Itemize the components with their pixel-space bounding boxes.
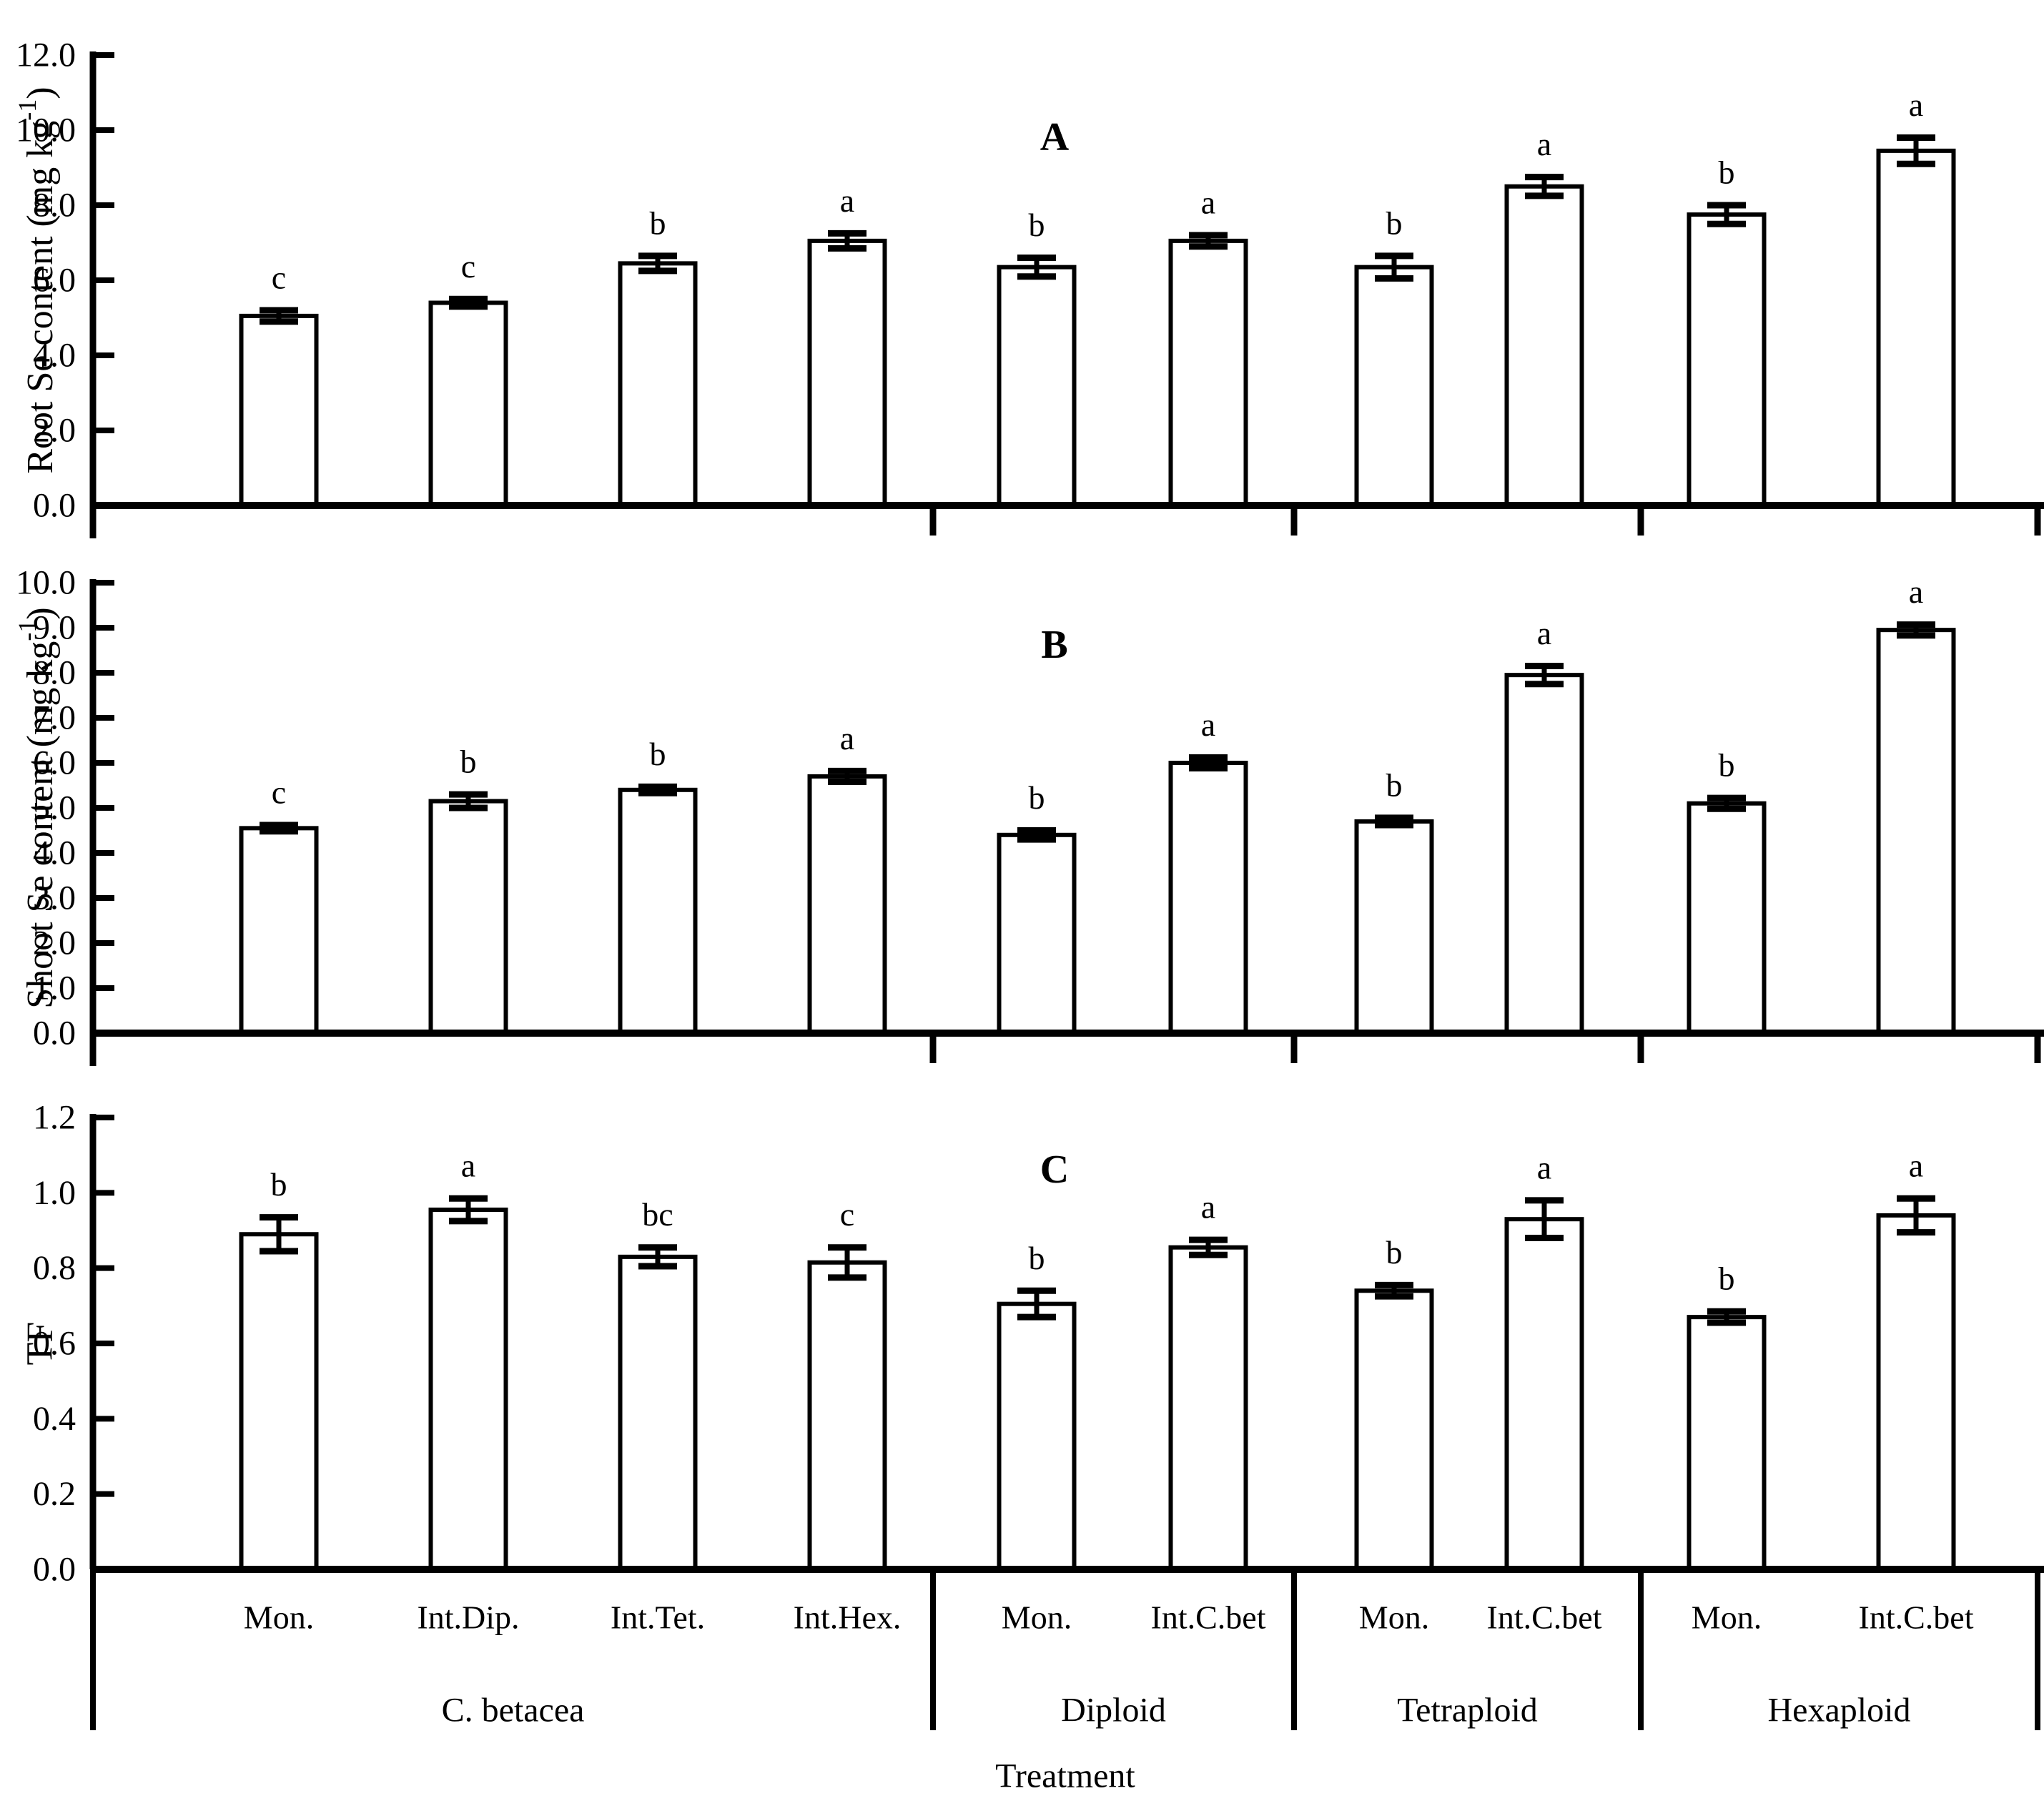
sig-letter: bc (642, 1196, 673, 1233)
sig-letter: b (650, 204, 666, 241)
sig-letter: b (1719, 154, 1735, 191)
bar (1507, 187, 1582, 505)
bar (1689, 804, 1764, 1033)
y-axis-title: Shoot Se content (mg kg-1) (13, 607, 61, 1009)
bar (1689, 1317, 1764, 1569)
bar (1171, 241, 1246, 505)
category-label: Mon. (1002, 1599, 1072, 1636)
bar (1879, 151, 1954, 505)
sig-letter: c (272, 774, 286, 810)
bar (1171, 763, 1246, 1033)
bar (1357, 267, 1432, 505)
y-axis-title: Root Se content (mg kg-1) (13, 87, 61, 473)
sig-letter: b (1029, 779, 1045, 816)
bar (810, 241, 885, 505)
bar (1171, 1248, 1246, 1569)
sig-letter: a (1909, 573, 1923, 610)
category-label: Mon. (244, 1599, 314, 1636)
sig-letter: a (1201, 1189, 1215, 1225)
group-label: Hexaploid (1768, 1692, 1911, 1730)
y-tick-label: 0.0 (33, 1551, 76, 1589)
y-tick-label: 0.0 (33, 487, 76, 525)
sig-letter: c (461, 248, 475, 285)
sig-letter: a (461, 1148, 475, 1184)
y-tick-label: 0.8 (33, 1249, 76, 1287)
x-axis-table: Mon. Int.Dip. Int.Tet. Int.Hex. Mon. Int.C.be… (93, 1569, 2038, 1795)
sig-letter: b (1386, 204, 1403, 241)
category-label: Int.Hex. (794, 1599, 902, 1636)
bar (431, 303, 506, 506)
group-label: Tetraploid (1397, 1692, 1538, 1730)
sig-letter: b (1719, 747, 1735, 784)
bar (431, 1210, 506, 1569)
panel-label: A (1040, 115, 1070, 159)
y-tick-label: 1.0 (33, 1174, 76, 1212)
sig-letter: b (650, 736, 666, 772)
bar (1879, 630, 1954, 1033)
y-tick-label: 0.0 (33, 1015, 76, 1052)
bar (242, 316, 317, 505)
category-label: Int.Dip. (417, 1599, 519, 1636)
sig-letter: a (1201, 184, 1215, 221)
bar (999, 835, 1075, 1033)
bar (1689, 214, 1764, 505)
bar (999, 1304, 1075, 1569)
bar (999, 267, 1075, 505)
bar (1357, 821, 1432, 1033)
sig-letter: a (840, 182, 854, 219)
sig-letter: b (1719, 1260, 1735, 1297)
x-axis-title: Treatment (995, 1757, 1135, 1795)
category-label: Int.Tet. (611, 1599, 705, 1636)
bar (810, 776, 885, 1033)
y-tick-label: 1.2 (33, 1099, 76, 1137)
sig-letter: c (840, 1196, 854, 1233)
panel-b: 0.01.02.03.04.05.06.07.08.09.010.0Shoot … (13, 564, 2044, 1067)
sig-letter: b (1386, 1234, 1403, 1270)
y-axis-title: TF (20, 1322, 61, 1366)
y-tick-label: 0.2 (33, 1475, 76, 1513)
bar (810, 1263, 885, 1569)
bar (1357, 1291, 1432, 1569)
sig-letter: c (272, 260, 286, 296)
sig-letter: a (1201, 706, 1215, 743)
sig-letter: a (1537, 126, 1551, 162)
sig-letter: a (1537, 615, 1551, 651)
sig-letter: b (1029, 207, 1045, 243)
bar (621, 1257, 696, 1569)
panel-label: C (1040, 1148, 1069, 1192)
category-label: Int.C.bet (1487, 1599, 1602, 1636)
sig-letter: b (1386, 766, 1403, 803)
y-tick-label: 10.0 (16, 564, 76, 602)
sig-letter: a (1909, 87, 1923, 123)
y-tick-label: 12.0 (16, 36, 76, 74)
sig-letter: a (1909, 1148, 1923, 1184)
bar (242, 828, 317, 1033)
sig-letter: b (271, 1166, 287, 1203)
sig-letter: b (1029, 1240, 1045, 1276)
category-label: Int.C.bet (1151, 1599, 1266, 1636)
sig-letter: b (460, 744, 477, 780)
group-label: C. betacea (442, 1692, 585, 1730)
bar (431, 801, 506, 1033)
sig-letter: a (1537, 1149, 1551, 1185)
bar (1507, 1219, 1582, 1569)
bar (242, 1234, 317, 1569)
sig-letter: a (840, 720, 854, 756)
y-tick-label: 0.4 (33, 1400, 76, 1438)
bar (621, 790, 696, 1033)
category-label: Int.C.bet (1859, 1599, 1974, 1636)
group-label: Diploid (1061, 1692, 1166, 1730)
bar (1507, 675, 1582, 1033)
panel-label: B (1041, 623, 1067, 667)
category-label: Mon. (1359, 1599, 1429, 1636)
bar (1879, 1215, 1954, 1569)
bar (621, 263, 696, 505)
category-label: Mon. (1692, 1599, 1762, 1636)
